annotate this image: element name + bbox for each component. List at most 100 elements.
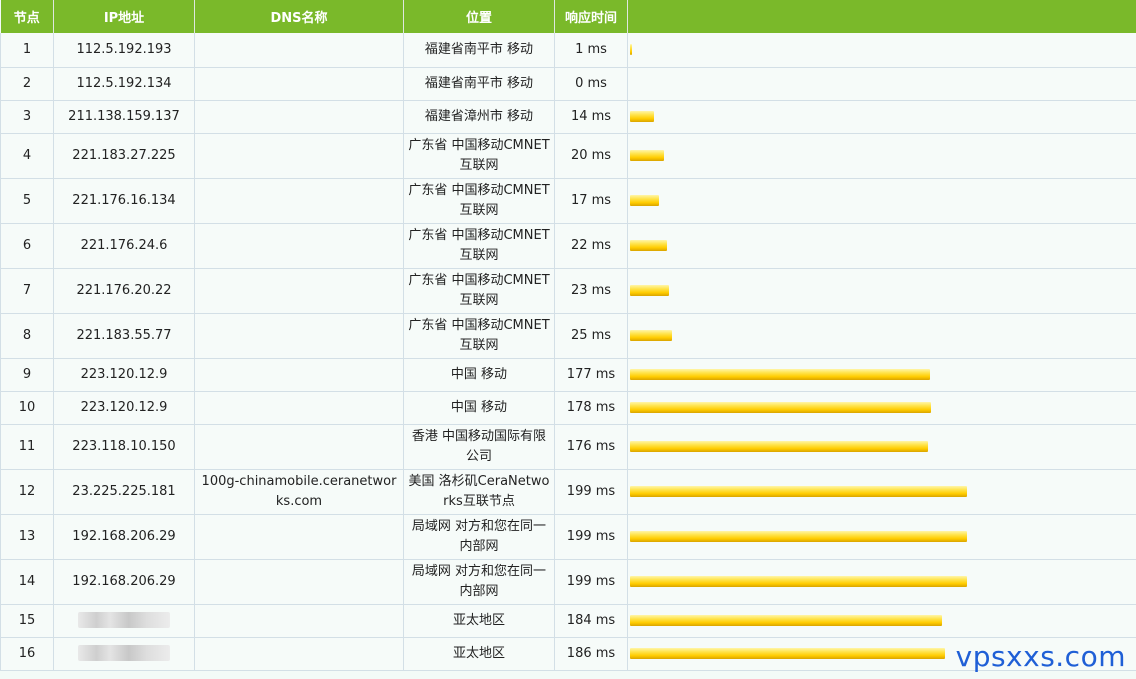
location-cell: 亚太地区	[403, 637, 555, 671]
time-cell: 0 ms	[554, 67, 628, 101]
column-header-ip: IP地址	[53, 0, 195, 33]
column-header-dns: DNS名称	[194, 0, 404, 33]
hop-cell: 13	[0, 514, 54, 560]
location-cell: 福建省南平市 移动	[403, 67, 555, 101]
hop-cell: 16	[0, 637, 54, 671]
table-row: 7 221.176.20.22 广东省 中国移动CMNET互联网 23 ms	[0, 268, 1136, 314]
ip-cell: 221.183.55.77	[53, 313, 195, 359]
bar-cell	[627, 604, 1136, 638]
bar-cell	[627, 178, 1136, 224]
ip-cell: 221.176.20.22	[53, 268, 195, 314]
location-cell: 美国 洛杉矶CeraNetworks互联节点	[403, 469, 555, 515]
table-row: 10 223.120.12.9 中国 移动 178 ms	[0, 391, 1136, 425]
hop-cell: 4	[0, 133, 54, 179]
time-cell: 199 ms	[554, 559, 628, 605]
time-cell: 1 ms	[554, 33, 628, 68]
hop-cell: 2	[0, 67, 54, 101]
dns-cell	[194, 637, 404, 671]
time-cell: 22 ms	[554, 223, 628, 269]
location-cell: 福建省南平市 移动	[403, 33, 555, 68]
latency-bar	[630, 111, 654, 122]
latency-bar	[630, 240, 667, 251]
table-row: 5 221.176.16.134 广东省 中国移动CMNET互联网 17 ms	[0, 178, 1136, 224]
dns-cell	[194, 358, 404, 392]
latency-bar	[630, 44, 632, 56]
latency-bar	[630, 195, 659, 206]
dns-cell	[194, 67, 404, 101]
latency-bar	[630, 150, 664, 161]
hop-cell: 9	[0, 358, 54, 392]
ip-cell: 221.176.24.6	[53, 223, 195, 269]
hop-cell: 8	[0, 313, 54, 359]
bar-cell	[627, 67, 1136, 101]
location-cell: 局域网 对方和您在同一内部网	[403, 559, 555, 605]
hop-cell: 12	[0, 469, 54, 515]
hop-cell: 6	[0, 223, 54, 269]
latency-bar	[630, 402, 931, 413]
ip-cell: 192.168.206.29	[53, 559, 195, 605]
dns-cell	[194, 604, 404, 638]
time-cell: 178 ms	[554, 391, 628, 425]
ip-cell: 223.118.10.150	[53, 424, 195, 470]
time-cell: 20 ms	[554, 133, 628, 179]
column-header-hop: 节点	[0, 0, 54, 33]
location-cell: 广东省 中国移动CMNET互联网	[403, 313, 555, 359]
latency-bar	[630, 648, 945, 659]
hop-cell: 15	[0, 604, 54, 638]
dns-cell	[194, 178, 404, 224]
column-header-location: 位置	[403, 0, 555, 33]
time-cell: 184 ms	[554, 604, 628, 638]
dns-cell	[194, 33, 404, 68]
ip-cell: 211.138.159.137	[53, 100, 195, 134]
table-row: 15 亚太地区 184 ms	[0, 604, 1136, 638]
bar-cell	[627, 469, 1136, 515]
location-cell: 中国 移动	[403, 391, 555, 425]
bar-cell	[627, 133, 1136, 179]
dns-cell	[194, 100, 404, 134]
location-cell: 广东省 中国移动CMNET互联网	[403, 133, 555, 179]
latency-bar	[630, 576, 967, 587]
time-cell: 25 ms	[554, 313, 628, 359]
bar-cell	[627, 358, 1136, 392]
location-cell: 广东省 中国移动CMNET互联网	[403, 268, 555, 314]
masked-ip	[78, 645, 170, 661]
latency-bar	[630, 369, 930, 380]
bar-cell	[627, 33, 1136, 68]
location-cell: 局域网 对方和您在同一内部网	[403, 514, 555, 560]
time-cell: 186 ms	[554, 637, 628, 671]
ip-cell: 112.5.192.193	[53, 33, 195, 68]
dns-cell	[194, 133, 404, 179]
bar-cell	[627, 559, 1136, 605]
bar-cell	[627, 514, 1136, 560]
location-cell: 香港 中国移动国际有限公司	[403, 424, 555, 470]
table-row: 16 亚太地区 186 ms	[0, 637, 1136, 671]
location-cell: 亚太地区	[403, 604, 555, 638]
column-header-time: 响应时间	[554, 0, 628, 33]
dns-cell	[194, 514, 404, 560]
time-cell: 17 ms	[554, 178, 628, 224]
ip-cell: 223.120.12.9	[53, 391, 195, 425]
latency-bar	[630, 486, 967, 497]
time-cell: 14 ms	[554, 100, 628, 134]
ip-cell: 112.5.192.134	[53, 67, 195, 101]
latency-bar	[630, 330, 672, 341]
hop-cell: 5	[0, 178, 54, 224]
table-row: 6 221.176.24.6 广东省 中国移动CMNET互联网 22 ms	[0, 223, 1136, 269]
ip-cell: 221.183.27.225	[53, 133, 195, 179]
table-body: 1 112.5.192.193 福建省南平市 移动 1 ms 2 112.5.192.13…	[0, 33, 1136, 671]
hop-cell: 7	[0, 268, 54, 314]
dns-cell	[194, 313, 404, 359]
table-row: 4 221.183.27.225 广东省 中国移动CMNET互联网 20 ms	[0, 133, 1136, 179]
ip-cell: 223.120.12.9	[53, 358, 195, 392]
time-cell: 177 ms	[554, 358, 628, 392]
location-cell: 广东省 中国移动CMNET互联网	[403, 223, 555, 269]
ip-cell: 221.176.16.134	[53, 178, 195, 224]
table-row: 11 223.118.10.150 香港 中国移动国际有限公司 176 ms	[0, 424, 1136, 470]
dns-cell	[194, 391, 404, 425]
hop-cell: 1	[0, 33, 54, 68]
location-cell: 广东省 中国移动CMNET互联网	[403, 178, 555, 224]
time-cell: 199 ms	[554, 514, 628, 560]
bar-cell	[627, 391, 1136, 425]
time-cell: 199 ms	[554, 469, 628, 515]
table-row: 2 112.5.192.134 福建省南平市 移动 0 ms	[0, 67, 1136, 101]
